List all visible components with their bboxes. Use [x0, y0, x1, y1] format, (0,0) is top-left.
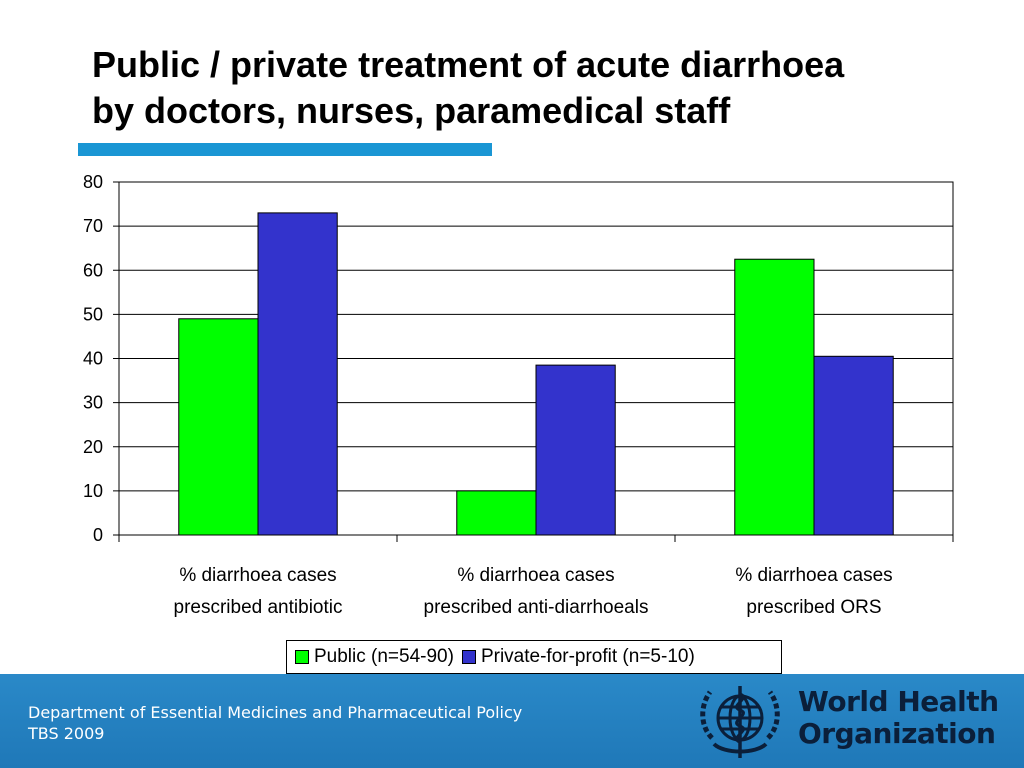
bar-public-1 — [456, 490, 537, 536]
who-logo-text: World Health Organization — [798, 686, 999, 750]
y-tick-label: 40 — [83, 349, 103, 369]
bar-chart: 0 10 20 30 40 50 60 70 80 % diarrhoea cases prescr… — [83, 172, 954, 618]
title-line-2: by doctors, nurses, paramedical staff — [92, 90, 731, 131]
bar-public-2 — [734, 258, 815, 536]
y-tick-label: 80 — [83, 172, 103, 192]
x-category-label: prescribed ORS — [746, 597, 881, 618]
footer-bar: Department of Essential Medicines and Ph… — [0, 674, 1024, 768]
bar-private-2 — [813, 355, 894, 536]
title-line-1: Public / private treatment of acute diar… — [92, 44, 845, 85]
bar-private-1 — [535, 364, 616, 536]
legend-item-private: Private-for-profit (n=5-10) — [461, 646, 695, 668]
who-logo-line-2: Organization — [798, 717, 996, 750]
y-tick-label: 20 — [83, 437, 103, 457]
title-underline — [78, 143, 492, 156]
footer-year: TBS 2009 — [28, 724, 105, 743]
legend-label-public: Public (n=54-90) — [314, 646, 454, 667]
y-tick-label: 60 — [83, 260, 103, 280]
y-tick-label: 10 — [83, 481, 103, 501]
y-tick-label: 30 — [83, 393, 103, 413]
y-tick-label: 50 — [83, 304, 103, 324]
who-emblem-icon — [700, 686, 780, 758]
legend-item-public: Public (n=54-90) — [295, 646, 454, 668]
x-category-label: % diarrhoea cases — [179, 565, 336, 586]
footer-department: Department of Essential Medicines and Ph… — [28, 703, 523, 722]
legend-swatch-private — [461, 650, 476, 664]
bar-private-0 — [257, 212, 338, 536]
x-category-label: % diarrhoea cases — [457, 565, 614, 586]
bar-public-0 — [178, 318, 259, 536]
chart-legend: Public (n=54-90) Private-for-profit (n=5… — [286, 640, 782, 674]
y-tick-label: 0 — [93, 525, 103, 545]
x-category-label: prescribed anti-diarrhoeals — [424, 597, 649, 618]
x-category-label: % diarrhoea cases — [735, 565, 892, 586]
slide-title: Public / private treatment of acute diar… — [92, 42, 972, 134]
legend-swatch-public — [295, 650, 309, 664]
footer-text: Department of Essential Medicines and Ph… — [28, 702, 522, 744]
x-category-label: prescribed antibiotic — [174, 597, 343, 618]
legend-label-private: Private-for-profit (n=5-10) — [480, 646, 695, 667]
y-tick-label: 70 — [83, 216, 103, 236]
who-logo-line-1: World Health — [798, 685, 999, 718]
